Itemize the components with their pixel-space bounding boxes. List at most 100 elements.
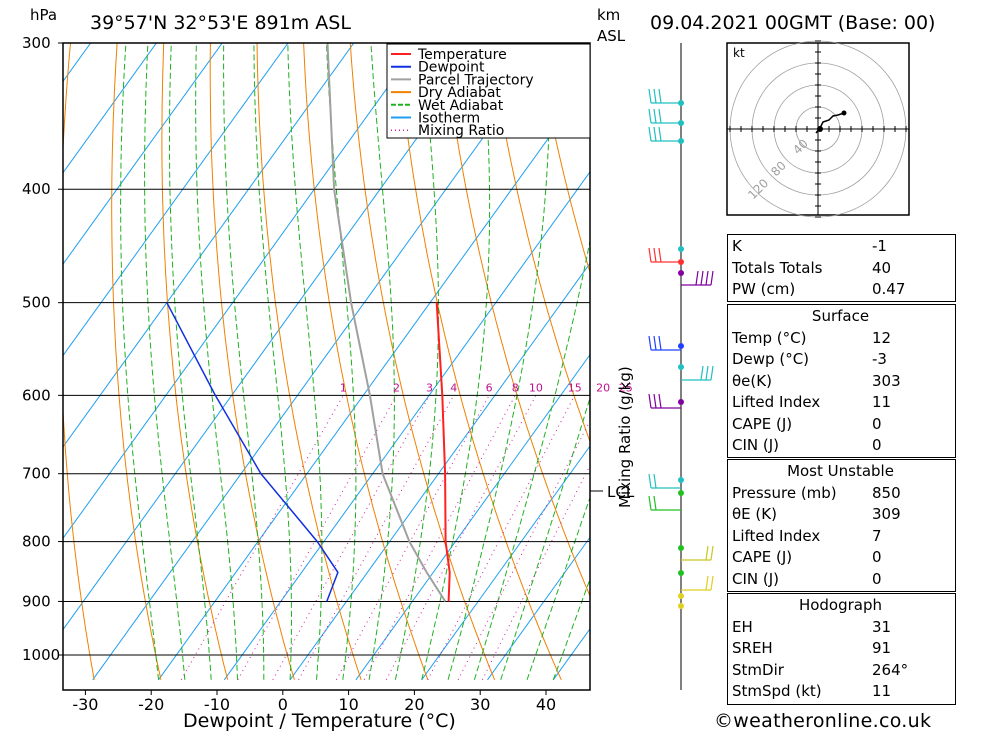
isotherm-line <box>63 43 92 83</box>
wind-barb-flag <box>658 108 662 124</box>
dry-adiabat-line <box>209 43 295 680</box>
wind-barb-flag <box>658 247 662 263</box>
mixing-ratio-label: 2 <box>393 381 400 394</box>
index-value: 11 <box>872 682 892 700</box>
wind-barb-flag <box>653 108 657 124</box>
dry-adiabat-line <box>63 43 95 680</box>
table-row: Totals Totals 40 <box>727 258 954 280</box>
wet-adiabat-line <box>394 43 439 680</box>
index-value: 264° <box>872 660 909 679</box>
wet-adiabat-line <box>421 43 491 680</box>
table-row: Surface <box>727 306 954 328</box>
index-label: K <box>732 237 742 255</box>
isotherm-line <box>63 43 355 448</box>
copyright-footer[interactable]: ©weatheronline.co.uk <box>714 710 932 732</box>
isotherm-line <box>63 43 223 265</box>
table-row: CIN (J) 0 <box>727 435 954 457</box>
legend-label: Wet Adiabat <box>418 98 504 114</box>
mixing-ratio-label: 3 <box>426 381 433 394</box>
isotherm-line <box>223 171 590 681</box>
wind-level-dot <box>678 545 684 551</box>
most-unstable-box <box>727 459 956 592</box>
legend-label: Dry Adiabat <box>418 85 501 101</box>
index-label: EH <box>732 617 753 636</box>
table-row: Lifted Index 11 <box>727 392 954 414</box>
datetime-title: 09.04.2021 00GMT (Base: 00) <box>650 12 935 34</box>
plot-frame <box>62 42 591 691</box>
index-label: CIN (J) <box>732 436 780 454</box>
wind-barb-flag <box>653 126 657 142</box>
hodograph-storm-motion <box>817 126 823 132</box>
pressure-tick-label: 1000 <box>22 646 60 664</box>
wet-adiabat-line <box>195 43 238 680</box>
lcl-label: LCL <box>607 483 635 501</box>
table-row: Most Unstable <box>727 461 954 483</box>
background-lines <box>5 26 590 681</box>
wind-level-dot <box>678 593 684 599</box>
pressure-tick-label: 700 <box>22 465 51 483</box>
wind-barb-flag <box>695 270 699 286</box>
legend-label: Temperature <box>417 47 507 63</box>
wind-level-dot <box>678 343 684 349</box>
axis-labels: 300 400 500 600 700 800 900 1000 -30 -20 -10 0 10 20 3… <box>22 34 633 714</box>
index-label: θe(K) <box>732 371 772 390</box>
mixing-ratio-label: 1 <box>340 381 347 394</box>
dry-adiabat-line <box>5 26 28 680</box>
dewpoint-line <box>166 302 339 602</box>
isotherm-line <box>355 353 590 681</box>
table-row: SREH 91 <box>727 638 954 660</box>
temperature-line <box>435 302 451 602</box>
index-label: CIN (J) <box>732 569 780 588</box>
wind-level-dot <box>678 270 684 276</box>
profile-lines <box>166 43 451 602</box>
isotherm-line <box>63 43 158 174</box>
isotherm-line <box>487 536 590 681</box>
index-value: -1 <box>872 237 887 255</box>
table-row: EH 31 <box>727 617 954 639</box>
index-label: StmSpd (kt) <box>732 682 822 700</box>
wind-barb-flag <box>648 108 652 124</box>
table-row: Dewp (°C) -3 <box>727 349 954 371</box>
temperature-tick-label: -10 <box>204 695 230 714</box>
wind-barb-flag <box>658 88 662 104</box>
mixing-ratio-label: 4 <box>450 381 457 394</box>
pressure-tick-label: 500 <box>22 294 51 312</box>
wet-adiabat-line <box>447 43 551 680</box>
mixing-ratio-line <box>481 464 590 681</box>
mixing-ratio-label: 8 <box>512 381 519 394</box>
wind-barb-flag <box>648 393 652 409</box>
mixing-ratio-line <box>180 395 344 681</box>
index-value: 0.47 <box>872 280 906 298</box>
wind-level-dot <box>678 364 684 370</box>
index-label: SREH <box>732 639 773 657</box>
index-label: PW (cm) <box>732 280 796 298</box>
pressure-tick-label: 400 <box>22 180 51 198</box>
km-label: km <box>597 6 620 24</box>
wet-adiabat-line <box>253 43 292 680</box>
dry-adiabat-line <box>396 43 562 681</box>
mixing-ratio-label: 15 <box>568 381 582 394</box>
wet-adiabat-line <box>500 396 590 680</box>
wind-barb-flag <box>710 545 714 561</box>
legend-label: Isotherm <box>418 111 480 127</box>
index-value: 0 <box>872 414 882 433</box>
table-row: CAPE (J) 0 <box>727 414 954 436</box>
wind-barb-flag <box>648 126 652 142</box>
wind-level-dot <box>678 603 684 609</box>
basic-indices-table: K -1 Totals Totals 40 PW (cm) 0.47 <box>727 236 954 301</box>
dry-adiabat-line <box>442 43 590 598</box>
isotherm-line <box>289 262 590 681</box>
hodograph-indices-table: Hodograph EH 31 SREH 91 StmDir 264° StmSpd … <box>727 595 954 703</box>
wind-level-dot <box>678 246 684 252</box>
index-value: 7 <box>872 526 882 545</box>
parcel-trajectory-line <box>326 43 447 602</box>
dry-adiabat-line <box>536 43 590 274</box>
table-row: CAPE (J) 0 <box>727 547 954 569</box>
index-value: 0 <box>872 436 882 454</box>
wind-barb-flag <box>648 473 652 489</box>
index-value: 0 <box>872 569 882 588</box>
index-label: StmDir <box>732 660 784 679</box>
isotherm-line <box>63 43 421 540</box>
x-axis-title: Dewpoint / Temperature (°C) <box>183 710 456 732</box>
